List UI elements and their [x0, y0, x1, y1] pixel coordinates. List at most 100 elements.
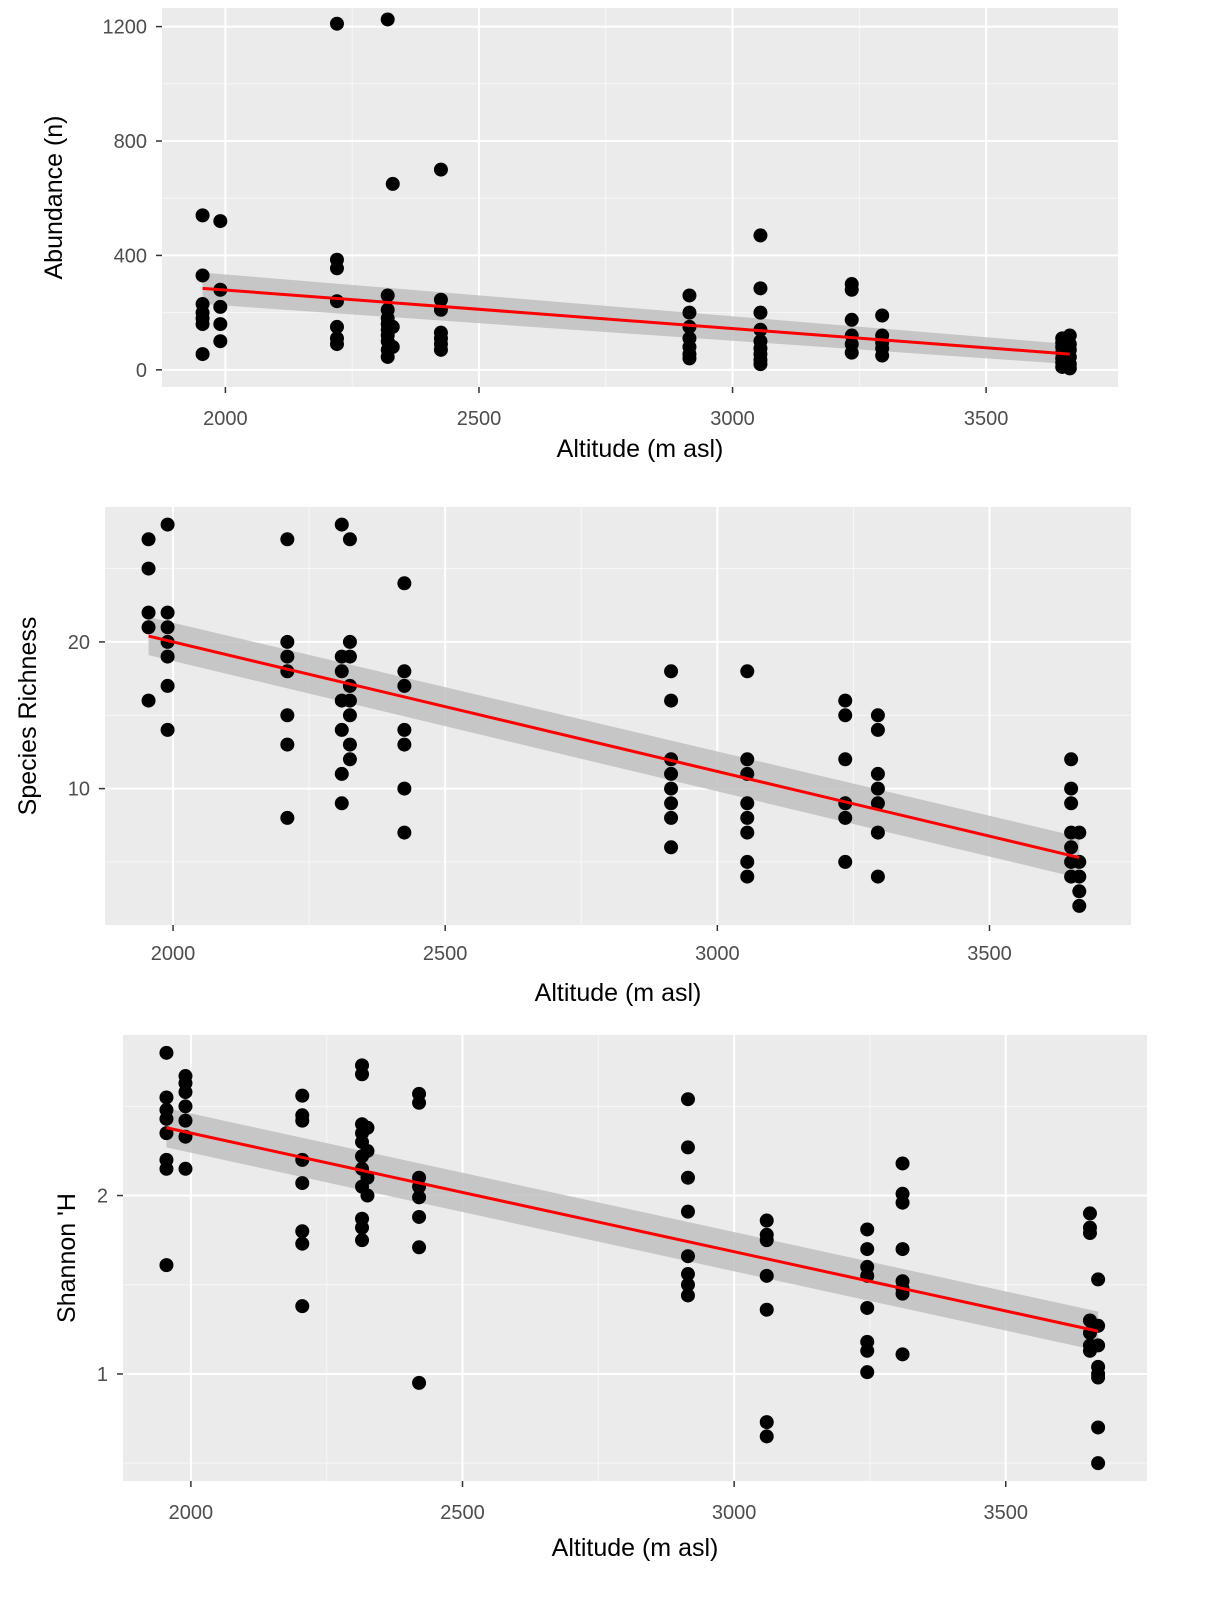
y-tick-label: 0	[136, 360, 147, 382]
data-point	[342, 752, 357, 767]
data-point	[875, 348, 890, 363]
x-tick-label: 2500	[457, 408, 502, 430]
data-point	[280, 649, 295, 664]
data-point	[870, 722, 885, 737]
y-tick-label: 800	[114, 131, 147, 153]
data-point	[1091, 1456, 1106, 1471]
data-point	[740, 854, 755, 869]
data-point	[664, 664, 679, 679]
data-point	[397, 722, 412, 737]
data-point	[740, 825, 755, 840]
data-point	[397, 678, 412, 693]
data-point	[680, 1140, 695, 1155]
data-point	[680, 1288, 695, 1303]
data-point	[433, 162, 448, 177]
data-point	[412, 1375, 427, 1390]
data-point	[412, 1209, 427, 1224]
data-point	[213, 317, 228, 332]
data-point	[759, 1268, 774, 1283]
data-point	[664, 796, 679, 811]
data-point	[1091, 1272, 1106, 1287]
data-point	[682, 351, 697, 366]
data-point	[412, 1095, 427, 1110]
data-point	[753, 281, 768, 296]
data-point	[334, 796, 349, 811]
data-point	[433, 292, 448, 307]
data-point	[280, 810, 295, 825]
data-point	[280, 634, 295, 649]
x-tick-label: 2500	[440, 1502, 485, 1524]
data-point	[160, 517, 175, 532]
data-point	[159, 1111, 174, 1126]
data-point	[412, 1190, 427, 1205]
data-point	[160, 722, 175, 737]
data-point	[1091, 1370, 1106, 1385]
data-point	[342, 649, 357, 664]
data-point	[759, 1213, 774, 1228]
data-point	[860, 1242, 875, 1257]
data-point	[740, 810, 755, 825]
data-point	[342, 634, 357, 649]
panel-shannon: 2000 2500 3000 3500 1 2 Altitude (m asl) Shanno…	[53, 1035, 1147, 1562]
data-point	[360, 1188, 375, 1203]
data-point	[838, 708, 853, 723]
data-point	[870, 825, 885, 840]
data-point	[385, 176, 400, 191]
data-point	[141, 693, 156, 708]
data-point	[412, 1240, 427, 1255]
data-point	[160, 605, 175, 620]
data-point	[838, 752, 853, 767]
data-point	[870, 766, 885, 781]
data-point	[334, 722, 349, 737]
panel-background	[123, 1035, 1147, 1481]
data-point	[159, 1090, 174, 1105]
data-point	[295, 1113, 310, 1128]
data-point	[342, 737, 357, 752]
data-point	[664, 693, 679, 708]
data-point	[870, 708, 885, 723]
data-point	[280, 708, 295, 723]
data-point	[740, 664, 755, 679]
panel-species-richness: 2000 2500 3000 3500 10 20 Altitude (m asl) Spec…	[14, 507, 1131, 1007]
data-point	[334, 517, 349, 532]
x-tick-label: 2000	[151, 943, 196, 965]
data-point	[844, 312, 859, 327]
data-point	[1072, 869, 1087, 884]
data-point	[195, 347, 210, 362]
regression-line	[148, 634, 1080, 859]
regression-line	[202, 286, 1070, 356]
data-point	[433, 342, 448, 357]
data-point	[355, 1233, 370, 1248]
data-point	[195, 317, 210, 332]
data-point	[838, 854, 853, 869]
x-tick-label: 3000	[710, 408, 755, 430]
data-point	[1072, 884, 1087, 899]
data-point	[895, 1242, 910, 1257]
data-point	[397, 576, 412, 591]
data-point	[870, 869, 885, 884]
data-point	[682, 305, 697, 320]
data-point	[329, 319, 344, 334]
data-point	[329, 294, 344, 309]
x-axis-title: Altitude (m asl)	[557, 435, 724, 463]
data-point	[195, 268, 210, 283]
data-point	[682, 288, 697, 303]
data-point	[160, 649, 175, 664]
data-point	[178, 1113, 193, 1128]
y-tick-label: 10	[68, 779, 90, 801]
data-point	[759, 1233, 774, 1248]
data-point	[895, 1156, 910, 1171]
y-axis-title: Species Richness	[14, 617, 42, 816]
data-point	[740, 869, 755, 884]
data-point	[295, 1236, 310, 1251]
data-point	[740, 752, 755, 767]
x-tick-label: 3500	[967, 943, 1012, 965]
data-point	[1091, 1338, 1106, 1353]
data-point	[1082, 1206, 1097, 1221]
data-point	[397, 781, 412, 796]
data-point	[280, 737, 295, 752]
data-point	[753, 228, 768, 243]
data-point	[159, 1258, 174, 1273]
data-point	[213, 214, 228, 229]
